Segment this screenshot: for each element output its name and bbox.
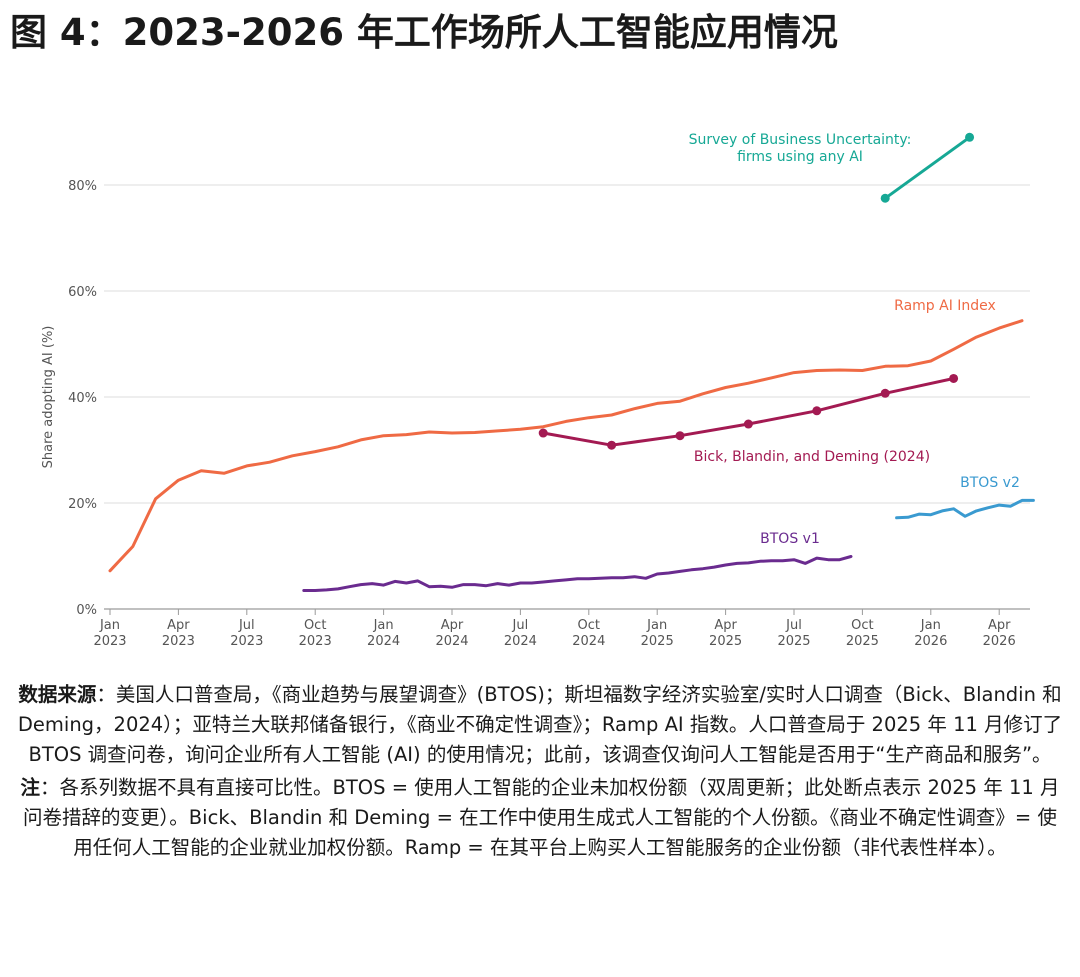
source-separator: ： [96, 683, 116, 706]
x-tick-label-year: 2024 [367, 634, 400, 649]
x-tick-label-year: 2025 [846, 634, 879, 649]
series-label: Survey of Business Uncertainty: [689, 132, 912, 148]
adoption-line-chart: 0%20%40%60%80%Share adopting AI (%)Jan20… [41, 132, 1035, 649]
source-text: 美国人口普查局，《商业趋势与展望调查》(BTOS)；斯坦福数字经济实验室/实时人… [17, 683, 1063, 766]
x-tick-label-year: 2025 [777, 634, 810, 649]
x-tick-label-year: 2023 [299, 634, 332, 649]
x-tick-label-year: 2023 [162, 634, 195, 649]
x-tick-label-year: 2026 [914, 634, 947, 649]
y-tick-label: 0% [76, 603, 97, 618]
data-point [812, 406, 822, 416]
series-label: Bick, Blandin, and Deming (2024) [694, 449, 930, 465]
x-tick-label-year: 2025 [641, 634, 674, 649]
x-tick-label-year: 2023 [93, 634, 126, 649]
x-tick-label-month: Jul [512, 618, 529, 633]
x-tick-label-month: Oct [304, 618, 326, 633]
x-tick-label-year: 2026 [983, 634, 1016, 649]
x-tick-label-month: Jan [920, 618, 941, 633]
series-line [302, 555, 853, 592]
data-point [880, 388, 890, 398]
data-point [743, 419, 753, 429]
x-tick-label-month: Jan [99, 618, 120, 633]
note-paragraph: 注：各系列数据不具有直接可比性。BTOS = 使用人工智能的企业未加权份额（双周… [14, 773, 1066, 863]
x-tick-label-year: 2025 [709, 634, 742, 649]
data-point [949, 373, 959, 383]
data-point [675, 431, 685, 441]
y-tick-label: 40% [68, 391, 97, 406]
y-tick-label: 60% [68, 285, 97, 300]
x-tick-label-month: Apr [988, 618, 1011, 633]
series-label: firms using any AI [737, 149, 863, 165]
x-tick-label-year: 2023 [230, 634, 263, 649]
x-tick-label-month: Jan [646, 618, 667, 633]
y-tick-label: 80% [68, 179, 97, 194]
series-label: BTOS v2 [960, 475, 1020, 491]
data-point [965, 132, 975, 142]
note-label: 注 [20, 776, 40, 799]
series-line [108, 319, 1024, 573]
figure-title: 图 4：2023-2026 年工作场所人工智能应用情况 [10, 11, 838, 54]
source-paragraph: 数据来源：美国人口普查局，《商业趋势与展望调查》(BTOS)；斯坦福数字经济实验… [14, 680, 1066, 770]
x-tick-label-month: Jul [238, 618, 255, 633]
x-tick-label-year: 2024 [504, 634, 537, 649]
y-axis-label: Share adopting AI (%) [41, 326, 56, 469]
x-tick-label-year: 2024 [572, 634, 605, 649]
series-line [895, 498, 1035, 520]
series-label: BTOS v1 [760, 531, 820, 547]
note-separator: ： [40, 776, 60, 799]
x-tick-label-year: 2024 [435, 634, 468, 649]
series-line [541, 377, 956, 447]
source-label: 数据来源 [18, 683, 97, 706]
x-tick-label-month: Oct [578, 618, 600, 633]
x-tick-label-month: Apr [714, 618, 737, 633]
x-tick-label-month: Jul [785, 618, 802, 633]
series-line [883, 135, 972, 200]
note-text: 各系列数据不具有直接可比性。BTOS = 使用人工智能的企业未加权份额（双周更新… [23, 776, 1060, 859]
data-point [880, 193, 890, 203]
x-tick-label-month: Apr [167, 618, 190, 633]
x-tick-label-month: Apr [441, 618, 464, 633]
y-tick-label: 20% [68, 497, 97, 512]
data-point [538, 428, 548, 438]
x-tick-label-month: Jan [373, 618, 394, 633]
data-point [607, 440, 617, 450]
figure-caption: 数据来源：美国人口普查局，《商业趋势与展望调查》(BTOS)；斯坦福数字经济实验… [14, 680, 1066, 863]
x-tick-label-month: Oct [851, 618, 873, 633]
series-label: Ramp AI Index [894, 298, 996, 314]
